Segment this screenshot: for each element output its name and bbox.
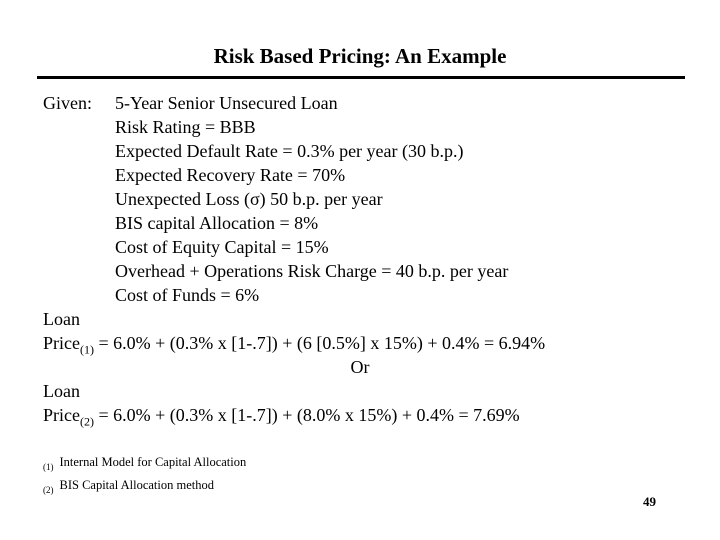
price-word: Price <box>43 405 80 425</box>
loan-price-1-formula: Price(1) = 6.0% + (0.3% x [1-.7]) + (6 [… <box>43 331 677 357</box>
loan-word-1: Loan <box>43 309 80 329</box>
given-line: Cost of Funds = 6% <box>115 285 260 305</box>
footnote-text: BIS Capital Allocation method <box>59 478 215 492</box>
given-label: Given: <box>43 93 92 113</box>
given-line: Cost of Equity Capital = 15% <box>115 237 329 257</box>
footnote-marker: (2) <box>43 485 54 495</box>
given-line: 5-Year Senior Unsecured Loan <box>115 93 338 113</box>
given-line: Unexpected Loss (σ) 50 b.p. per year <box>115 189 383 209</box>
price-subscript-2: (2) <box>79 414 94 429</box>
loan-price-2-formula: Price(2) = 6.0% + (0.3% x [1-.7]) + (8.0… <box>43 403 677 429</box>
given-line: Expected Recovery Rate = 70% <box>115 165 346 185</box>
formula-text-1: = 6.0% + (0.3% x [1-.7]) + (6 [0.5%] x 1… <box>93 333 546 353</box>
slide-body: Given: 5-Year Senior Unsecured Loan Risk… <box>43 91 677 429</box>
loan-word-2: Loan <box>43 381 80 401</box>
given-line: Expected Default Rate = 0.3% per year (3… <box>115 141 464 161</box>
given-line: BIS capital Allocation = 8% <box>115 213 319 233</box>
footnote-text: Internal Model for Capital Allocation <box>59 455 247 469</box>
formula-text-2: = 6.0% + (0.3% x [1-.7]) + (8.0% x 15%) … <box>93 405 520 425</box>
footnote: (1) Internal Model for Capital Allocation <box>43 453 246 476</box>
given-section: Given: 5-Year Senior Unsecured Loan Risk… <box>43 91 677 307</box>
footnote: (2) BIS Capital Allocation method <box>43 476 246 499</box>
given-line: Risk Rating = BBB <box>115 117 256 137</box>
or-separator: Or <box>350 357 370 377</box>
price-word: Price <box>43 333 80 353</box>
price-subscript-1: (1) <box>79 342 94 357</box>
given-lines: 5-Year Senior Unsecured Loan Risk Rating… <box>115 91 508 307</box>
page-number: 49 <box>643 494 656 509</box>
given-line: Overhead + Operations Risk Charge = 40 b… <box>115 261 509 281</box>
footnote-marker: (1) <box>43 462 54 472</box>
footnotes: (1) Internal Model for Capital Allocation… <box>43 453 246 499</box>
slide-title: Risk Based Pricing: An Example <box>213 44 507 68</box>
title-divider <box>37 76 685 79</box>
